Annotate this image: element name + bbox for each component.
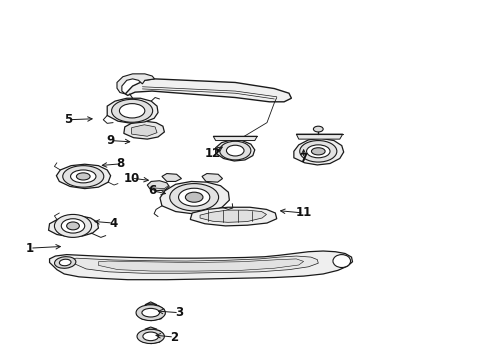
Text: 1: 1 [26,242,34,255]
Text: 5: 5 [64,113,72,126]
Ellipse shape [226,145,244,156]
Polygon shape [49,251,352,280]
Text: 2: 2 [170,330,178,343]
Ellipse shape [300,140,337,162]
Polygon shape [160,181,229,214]
Ellipse shape [61,219,85,233]
Text: 8: 8 [116,157,124,170]
Text: 9: 9 [106,134,115,147]
Ellipse shape [307,145,330,158]
Polygon shape [98,259,304,271]
Polygon shape [56,164,111,189]
Ellipse shape [312,148,325,155]
Polygon shape [139,329,163,343]
Ellipse shape [136,305,165,320]
Polygon shape [296,134,343,139]
Ellipse shape [71,170,96,183]
Ellipse shape [220,141,251,160]
Ellipse shape [120,104,145,118]
Polygon shape [117,74,155,94]
Polygon shape [190,207,277,226]
Ellipse shape [333,255,350,267]
Polygon shape [49,216,98,237]
Polygon shape [216,140,255,161]
Polygon shape [137,305,165,320]
Ellipse shape [59,259,71,266]
Polygon shape [125,79,292,102]
Ellipse shape [63,166,104,187]
Ellipse shape [76,173,90,180]
Ellipse shape [314,126,323,132]
Text: 4: 4 [109,216,117,230]
Ellipse shape [170,184,219,211]
Ellipse shape [54,215,92,237]
Polygon shape [162,174,181,181]
Polygon shape [132,125,157,136]
Ellipse shape [143,332,159,341]
Polygon shape [68,256,318,273]
Ellipse shape [185,192,203,202]
Polygon shape [147,181,169,191]
Text: 10: 10 [123,172,140,185]
Polygon shape [294,138,343,165]
Ellipse shape [137,329,164,343]
Ellipse shape [112,99,153,122]
Polygon shape [107,98,158,123]
Polygon shape [202,174,222,182]
Text: 3: 3 [175,306,183,319]
Ellipse shape [178,188,210,206]
Polygon shape [124,121,164,139]
Ellipse shape [67,222,79,230]
Ellipse shape [142,309,159,317]
Ellipse shape [54,257,76,268]
Text: 12: 12 [205,147,221,159]
Polygon shape [213,136,257,140]
Polygon shape [200,210,267,222]
Polygon shape [145,302,157,305]
Text: 7: 7 [299,152,308,165]
Text: 6: 6 [148,184,156,197]
Text: 11: 11 [295,207,312,220]
Polygon shape [145,327,157,329]
